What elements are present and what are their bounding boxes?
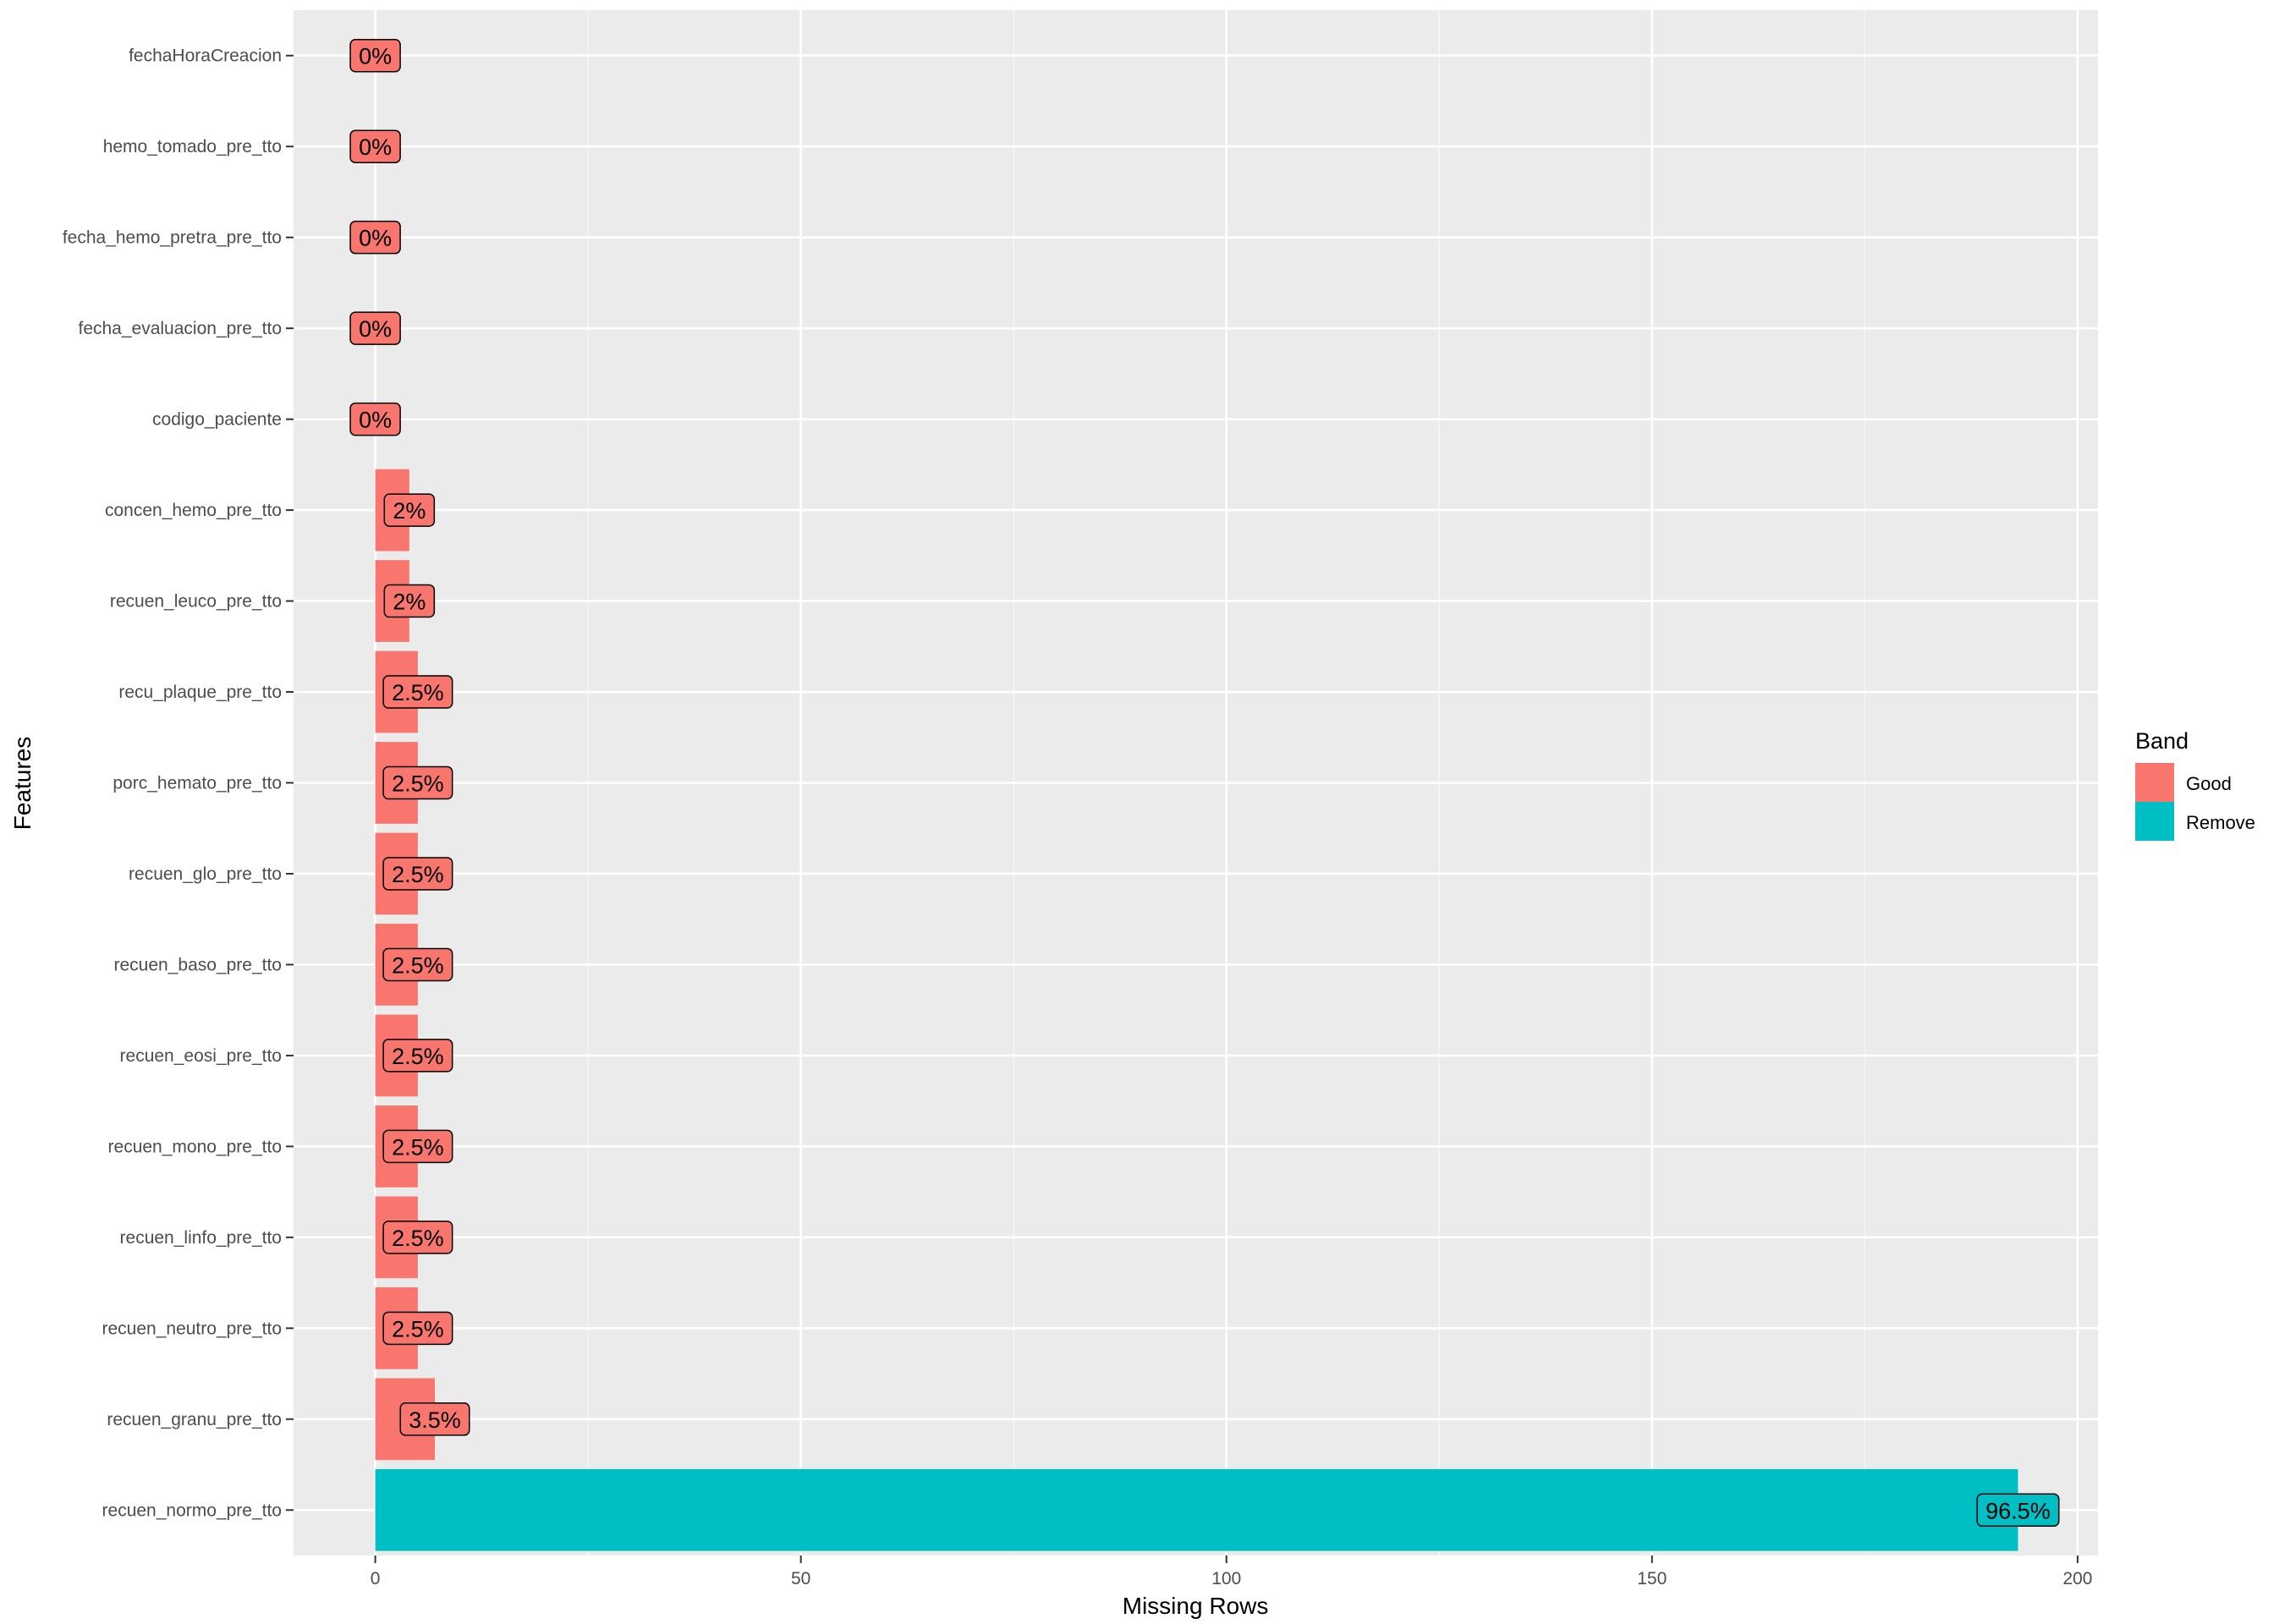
data-label-text: 3.5% <box>409 1407 461 1433</box>
y-tick-label: recu_plaque_pre_tto <box>118 683 282 702</box>
legend-key-remove <box>2135 802 2174 841</box>
data-label: 2.5% <box>383 948 453 980</box>
y-tick-label: fecha_evaluacion_pre_tto <box>78 319 282 338</box>
data-label-text: 2.5% <box>392 952 444 978</box>
y-tick-label: porc_hemato_pre_tto <box>113 774 282 793</box>
y-tick-label: hemo_tomado_pre_tto <box>103 137 282 156</box>
x-tick-label: 0 <box>371 1569 381 1588</box>
y-tick-label: recuen_granu_pre_tto <box>107 1410 282 1429</box>
y-axis-title: Features <box>9 737 36 831</box>
data-label: 3.5% <box>400 1403 470 1435</box>
data-label-text: 2.5% <box>392 1316 444 1341</box>
legend: Band Good Remove <box>2135 728 2255 841</box>
legend-key-good <box>2135 763 2174 802</box>
bar <box>376 1469 2019 1551</box>
x-tick-label: 150 <box>1637 1569 1667 1588</box>
x-tick-label: 200 <box>2063 1569 2092 1588</box>
y-tick-label: recuen_neutro_pre_tto <box>102 1319 283 1338</box>
data-label: 0% <box>350 222 400 254</box>
data-label-text: 0% <box>359 134 392 160</box>
data-label: 0% <box>350 40 400 72</box>
data-label: 96.5% <box>1977 1494 2059 1526</box>
data-label-text: 0% <box>359 226 392 251</box>
x-axis-title: Missing Rows <box>1123 1593 1269 1619</box>
data-label: 2% <box>384 494 434 526</box>
y-tick-label: fecha_hemo_pretra_pre_tto <box>63 228 282 248</box>
x-tick-label: 50 <box>791 1569 810 1588</box>
y-tick-label: recuen_baso_pre_tto <box>114 955 283 974</box>
y-tick-label: recuen_mono_pre_tto <box>108 1137 282 1156</box>
data-label: 2.5% <box>383 676 453 708</box>
y-tick-label: recuen_normo_pre_tto <box>102 1501 282 1520</box>
data-label-text: 2.5% <box>392 1226 444 1251</box>
y-tick-label: codigo_paciente <box>152 410 282 430</box>
data-label: 2.5% <box>383 767 453 799</box>
data-label: 2.5% <box>383 1130 453 1162</box>
data-label-text: 2% <box>393 498 426 524</box>
y-tick-label: fechaHoraCreacion <box>129 47 282 66</box>
legend-title: Band <box>2135 728 2189 754</box>
x-tick-label: 100 <box>1211 1569 1241 1588</box>
data-label-text: 0% <box>359 316 392 342</box>
y-tick-label: concen_hemo_pre_tto <box>105 501 282 520</box>
data-label: 2.5% <box>383 1040 453 1072</box>
data-label: 2.5% <box>383 858 453 890</box>
y-tick-label: recuen_glo_pre_tto <box>129 864 282 884</box>
y-tick-label: recuen_leuco_pre_tto <box>110 592 282 612</box>
data-label-text: 2.5% <box>392 1134 444 1160</box>
data-label-text: 0% <box>359 408 392 433</box>
y-tick-label: recuen_eosi_pre_tto <box>120 1046 282 1066</box>
data-label-text: 2.5% <box>392 771 444 797</box>
data-label-text: 2.5% <box>392 680 444 705</box>
data-label-text: 2.5% <box>392 1044 444 1069</box>
data-label: 2.5% <box>383 1312 453 1344</box>
data-label-text: 96.5% <box>1986 1498 2051 1523</box>
data-label: 0% <box>350 312 400 344</box>
data-label: 2% <box>384 585 434 617</box>
legend-label-good: Good <box>2186 773 2232 794</box>
data-label: 2.5% <box>383 1221 453 1254</box>
data-label-text: 2% <box>393 590 426 615</box>
data-label-text: 2.5% <box>392 862 444 887</box>
data-label: 0% <box>350 130 400 162</box>
data-label: 0% <box>350 403 400 436</box>
y-tick-label: recuen_linfo_pre_tto <box>120 1228 282 1248</box>
data-label-text: 0% <box>359 44 392 69</box>
legend-label-remove: Remove <box>2186 812 2255 833</box>
